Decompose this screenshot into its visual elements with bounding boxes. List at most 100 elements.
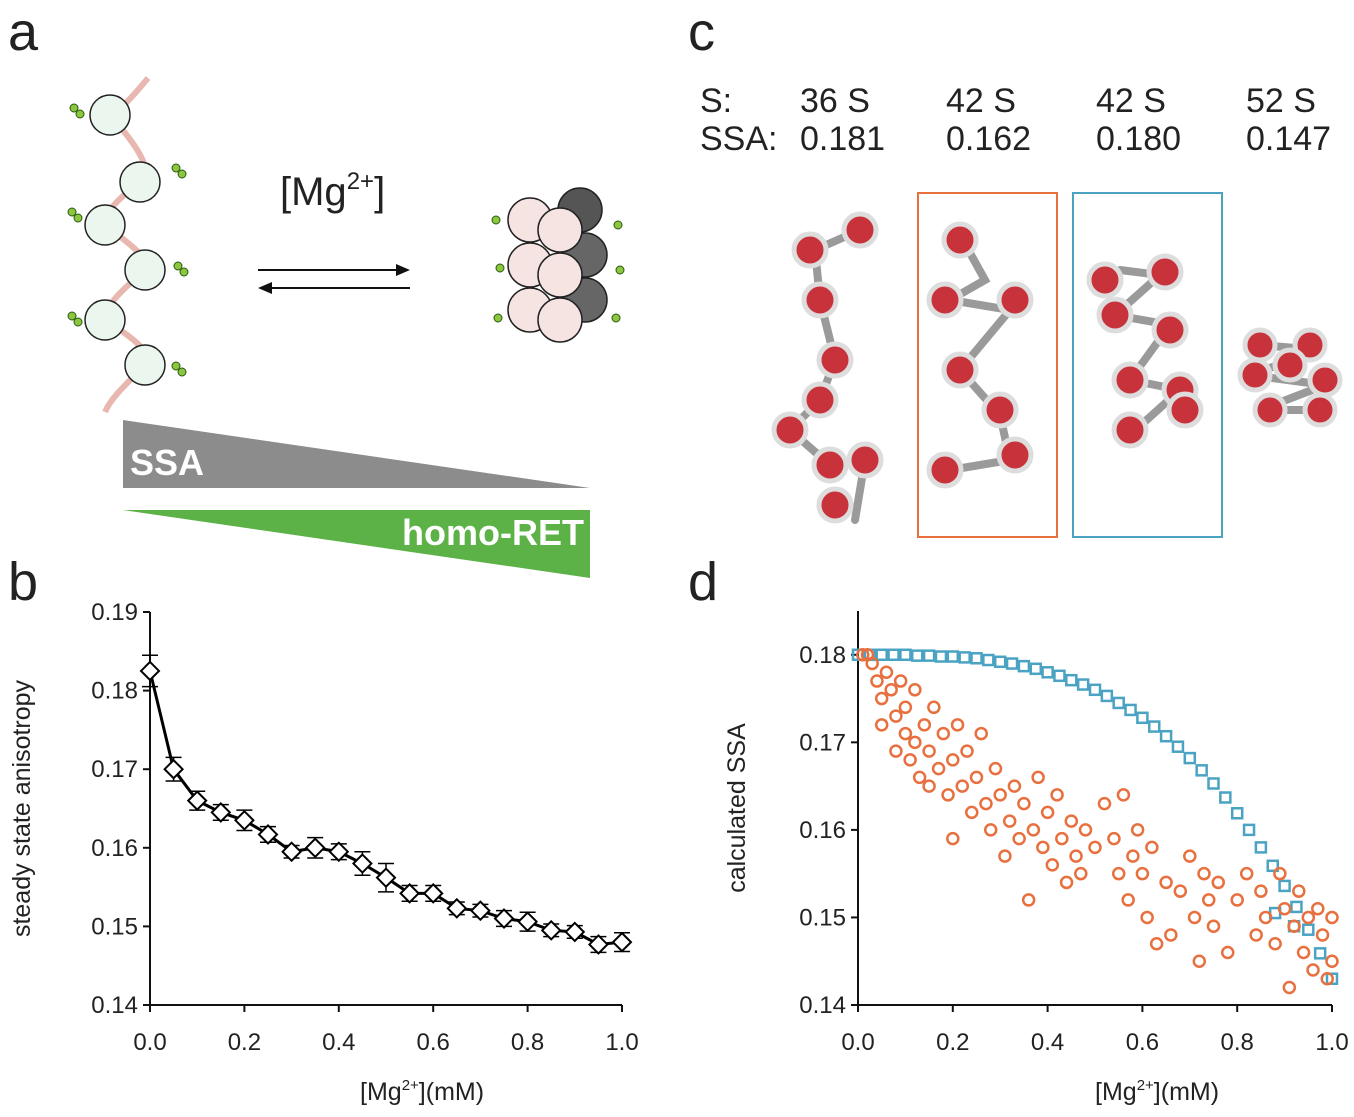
point: [1053, 669, 1066, 683]
point: [1278, 879, 1291, 893]
point: [1017, 659, 1031, 673]
equilibrium-arrows: [258, 264, 410, 294]
y-tick-label: 0.15: [91, 913, 138, 940]
point: [1202, 893, 1216, 907]
point: [889, 744, 903, 758]
x-tick-label: 0.0: [133, 1029, 166, 1056]
point: [1254, 884, 1268, 898]
point: [1040, 805, 1055, 820]
point: [1292, 884, 1306, 898]
point: [1145, 840, 1159, 855]
marker: [540, 919, 562, 941]
ret-wedge: [123, 510, 590, 578]
point: [1249, 928, 1263, 942]
point: [1287, 919, 1301, 933]
point: [1100, 689, 1114, 703]
point: [870, 674, 884, 688]
point: [1121, 893, 1135, 907]
point: [1192, 954, 1207, 968]
point: [1124, 703, 1137, 717]
marker: [493, 908, 515, 929]
point: [1239, 866, 1254, 881]
y-tick-label: 0.14: [91, 992, 138, 1019]
x-axis-label-part: ](mM): [419, 1078, 484, 1106]
point: [1306, 963, 1320, 977]
point: [998, 849, 1012, 863]
point: [1126, 849, 1140, 863]
point: [1159, 729, 1173, 743]
point: [1136, 711, 1149, 725]
point: [958, 651, 971, 664]
point: [1313, 947, 1327, 960]
point: [1059, 875, 1074, 890]
point: [1301, 910, 1316, 925]
point: [1159, 875, 1173, 890]
point: [1149, 936, 1164, 951]
point: [865, 656, 879, 671]
fiber-models: [771, 211, 1343, 524]
point: [1195, 764, 1208, 777]
extended-fiber: [67, 76, 189, 414]
point: [941, 788, 955, 802]
y-tick-label: 0.18: [91, 678, 138, 705]
marker: [611, 931, 633, 953]
y-tick-label: 0.16: [91, 835, 138, 862]
marker: [351, 853, 373, 874]
point: [1290, 900, 1303, 914]
y-tick-label: 0.15: [799, 904, 846, 931]
point: [934, 650, 948, 663]
reagent-charge: 2+: [347, 168, 374, 195]
x-tick-label: 1.0: [605, 1029, 638, 1056]
point: [893, 674, 908, 688]
point: [1130, 823, 1145, 837]
y-axis-label: steady state anisotropy: [8, 679, 36, 937]
point: [1065, 673, 1078, 687]
point: [1116, 788, 1131, 802]
y-axis-label: calculated SSA: [723, 723, 751, 893]
point: [936, 726, 951, 741]
point: [917, 718, 932, 732]
x-tick-label: 0.2: [228, 1029, 261, 1056]
point: [1069, 849, 1083, 863]
point: [982, 653, 995, 667]
wedge-label: SSA: [130, 442, 204, 483]
point: [908, 735, 922, 750]
x-tick-label: 1.0: [1315, 1029, 1348, 1056]
point: [1045, 858, 1060, 872]
marker: [399, 882, 421, 904]
x-tick-label: 0.0: [841, 1029, 874, 1056]
panel-label: a: [8, 2, 39, 62]
point: [1296, 945, 1311, 960]
point: [1078, 823, 1093, 837]
point: [1242, 823, 1256, 837]
point: [946, 753, 960, 767]
point: [922, 744, 936, 758]
point: [855, 648, 870, 662]
marker: [328, 841, 350, 863]
x-axis-label: [Mg2+](mM): [360, 1077, 484, 1106]
point: [1211, 875, 1225, 890]
point: [879, 665, 894, 680]
point: [1064, 814, 1079, 828]
point: [1021, 893, 1036, 907]
marker: [257, 824, 279, 845]
point: [1187, 910, 1202, 925]
x-tick-label: 0.8: [511, 1029, 544, 1056]
point: [1206, 919, 1221, 933]
ssa-value: 0.180: [1096, 120, 1181, 158]
point: [1268, 936, 1282, 951]
point: [922, 779, 936, 793]
point: [931, 761, 946, 776]
point: [1107, 831, 1121, 846]
row-label: S:: [700, 82, 732, 120]
marker: [469, 900, 491, 922]
point: [1007, 779, 1022, 793]
point: [898, 726, 913, 741]
point: [908, 683, 922, 697]
point: [974, 726, 988, 741]
point: [979, 796, 993, 811]
marker: [304, 837, 326, 859]
point: [1311, 901, 1325, 916]
compact-fiber: [491, 187, 625, 343]
